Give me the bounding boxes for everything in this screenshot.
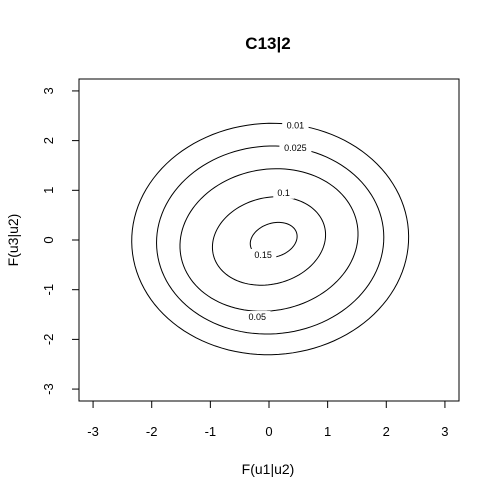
x-tick-label: 2 xyxy=(383,424,390,439)
contour-label: 0.025 xyxy=(284,143,307,153)
contour-line xyxy=(179,168,359,312)
y-axis: -3 -2 -1 0 1 2 3 xyxy=(41,87,80,395)
chart-title: C13|2 xyxy=(245,34,290,53)
y-axis-label: F(u3|u2) xyxy=(5,214,21,267)
x-tick-label: -2 xyxy=(146,424,158,439)
contour-label-bg xyxy=(273,186,295,199)
y-tick-label: -1 xyxy=(41,284,56,296)
x-tick-label: -1 xyxy=(205,424,217,439)
contour-label-bg xyxy=(244,311,271,324)
y-tick-label: 1 xyxy=(41,187,56,194)
contour-label: 0.01 xyxy=(287,121,305,131)
y-tick-label: 3 xyxy=(41,87,56,94)
y-tick-label: -2 xyxy=(41,334,56,346)
y-tick-label: 0 xyxy=(41,236,56,243)
contour-line xyxy=(211,196,327,286)
contour-label: 0.15 xyxy=(254,250,272,260)
contour-line xyxy=(156,145,385,335)
x-tick-label: 1 xyxy=(324,424,331,439)
x-tick-label: 3 xyxy=(441,424,448,439)
contour-label-bg xyxy=(249,248,277,261)
contour-labels: 0.01 0.025 0.05 0.1 0.15 xyxy=(244,119,312,324)
x-tick-label: -3 xyxy=(87,424,99,439)
contour-label-bg xyxy=(279,142,312,155)
y-tick-label: 2 xyxy=(41,137,56,144)
x-axis-label: F(u1|u2) xyxy=(242,461,295,477)
contour-label: 0.05 xyxy=(249,312,267,322)
plot-frame xyxy=(78,78,460,402)
y-tick-label: -3 xyxy=(41,383,56,395)
x-axis: -3 -2 -1 0 1 2 3 xyxy=(87,400,449,439)
contour-label-bg xyxy=(282,119,309,132)
contour-label: 0.1 xyxy=(277,188,290,198)
x-tick-label: 0 xyxy=(265,424,272,439)
